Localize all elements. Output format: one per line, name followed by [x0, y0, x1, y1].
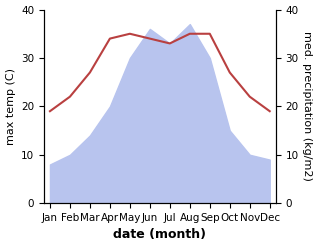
- X-axis label: date (month): date (month): [113, 228, 206, 242]
- Y-axis label: med. precipitation (kg/m2): med. precipitation (kg/m2): [302, 31, 313, 181]
- Y-axis label: max temp (C): max temp (C): [5, 68, 16, 145]
